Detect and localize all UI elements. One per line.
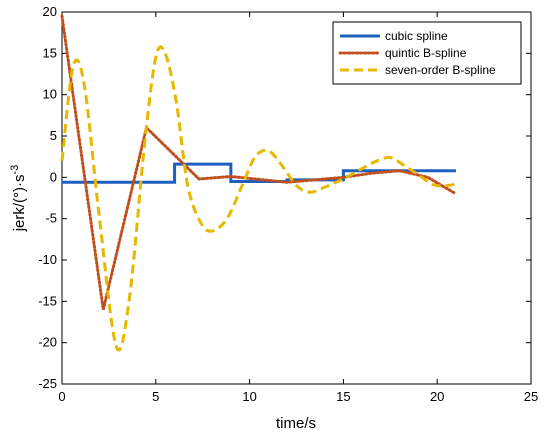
y-axis-label: jerk/(°)·s-3 (9, 165, 28, 233)
y-tick-label: -5 (45, 211, 57, 226)
legend-label-cubic-spline: cubic spline (385, 29, 448, 43)
y-tick-label: 0 (50, 169, 57, 184)
x-tick-label: 10 (242, 389, 256, 404)
y-tick-label: 15 (43, 45, 57, 60)
legend: cubic spline quintic B-spline seven-orde… (332, 21, 522, 85)
x-tick-label: 20 (430, 389, 444, 404)
x-tick-label: 15 (336, 389, 350, 404)
series-seven-order-b-spline (60, 45, 457, 352)
series-cubic-spline (62, 162, 456, 184)
x-axis-label: time/s (276, 415, 316, 432)
y-axis-label-main: jerk/(°)·s (11, 174, 28, 232)
legend-label-seven-order-b-spline: seven-order B-spline (385, 63, 496, 77)
x-tick-label: 0 (58, 389, 65, 404)
y-tick-label: -10 (38, 252, 57, 267)
series-quintic-b-spline (60, 14, 458, 310)
legend-label-quintic-b-spline: quintic B-spline (385, 46, 467, 60)
series-layer (60, 14, 458, 352)
x-tick-label: 5 (152, 389, 159, 404)
y-tick-label: -25 (38, 376, 57, 391)
y-tick-label: 20 (43, 4, 57, 19)
ticks-layer: 0 5 10 15 20 25 -25 -20 -15 -10 -5 0 5 10 15 20 (38, 4, 538, 404)
y-tick-label: 10 (43, 87, 57, 102)
y-axis-label-superscript: -3 (9, 165, 21, 175)
x-tick-label: 25 (524, 389, 538, 404)
y-tick-label: -15 (38, 293, 57, 308)
y-tick-label: -20 (38, 335, 57, 350)
y-tick-label: 5 (50, 128, 57, 143)
